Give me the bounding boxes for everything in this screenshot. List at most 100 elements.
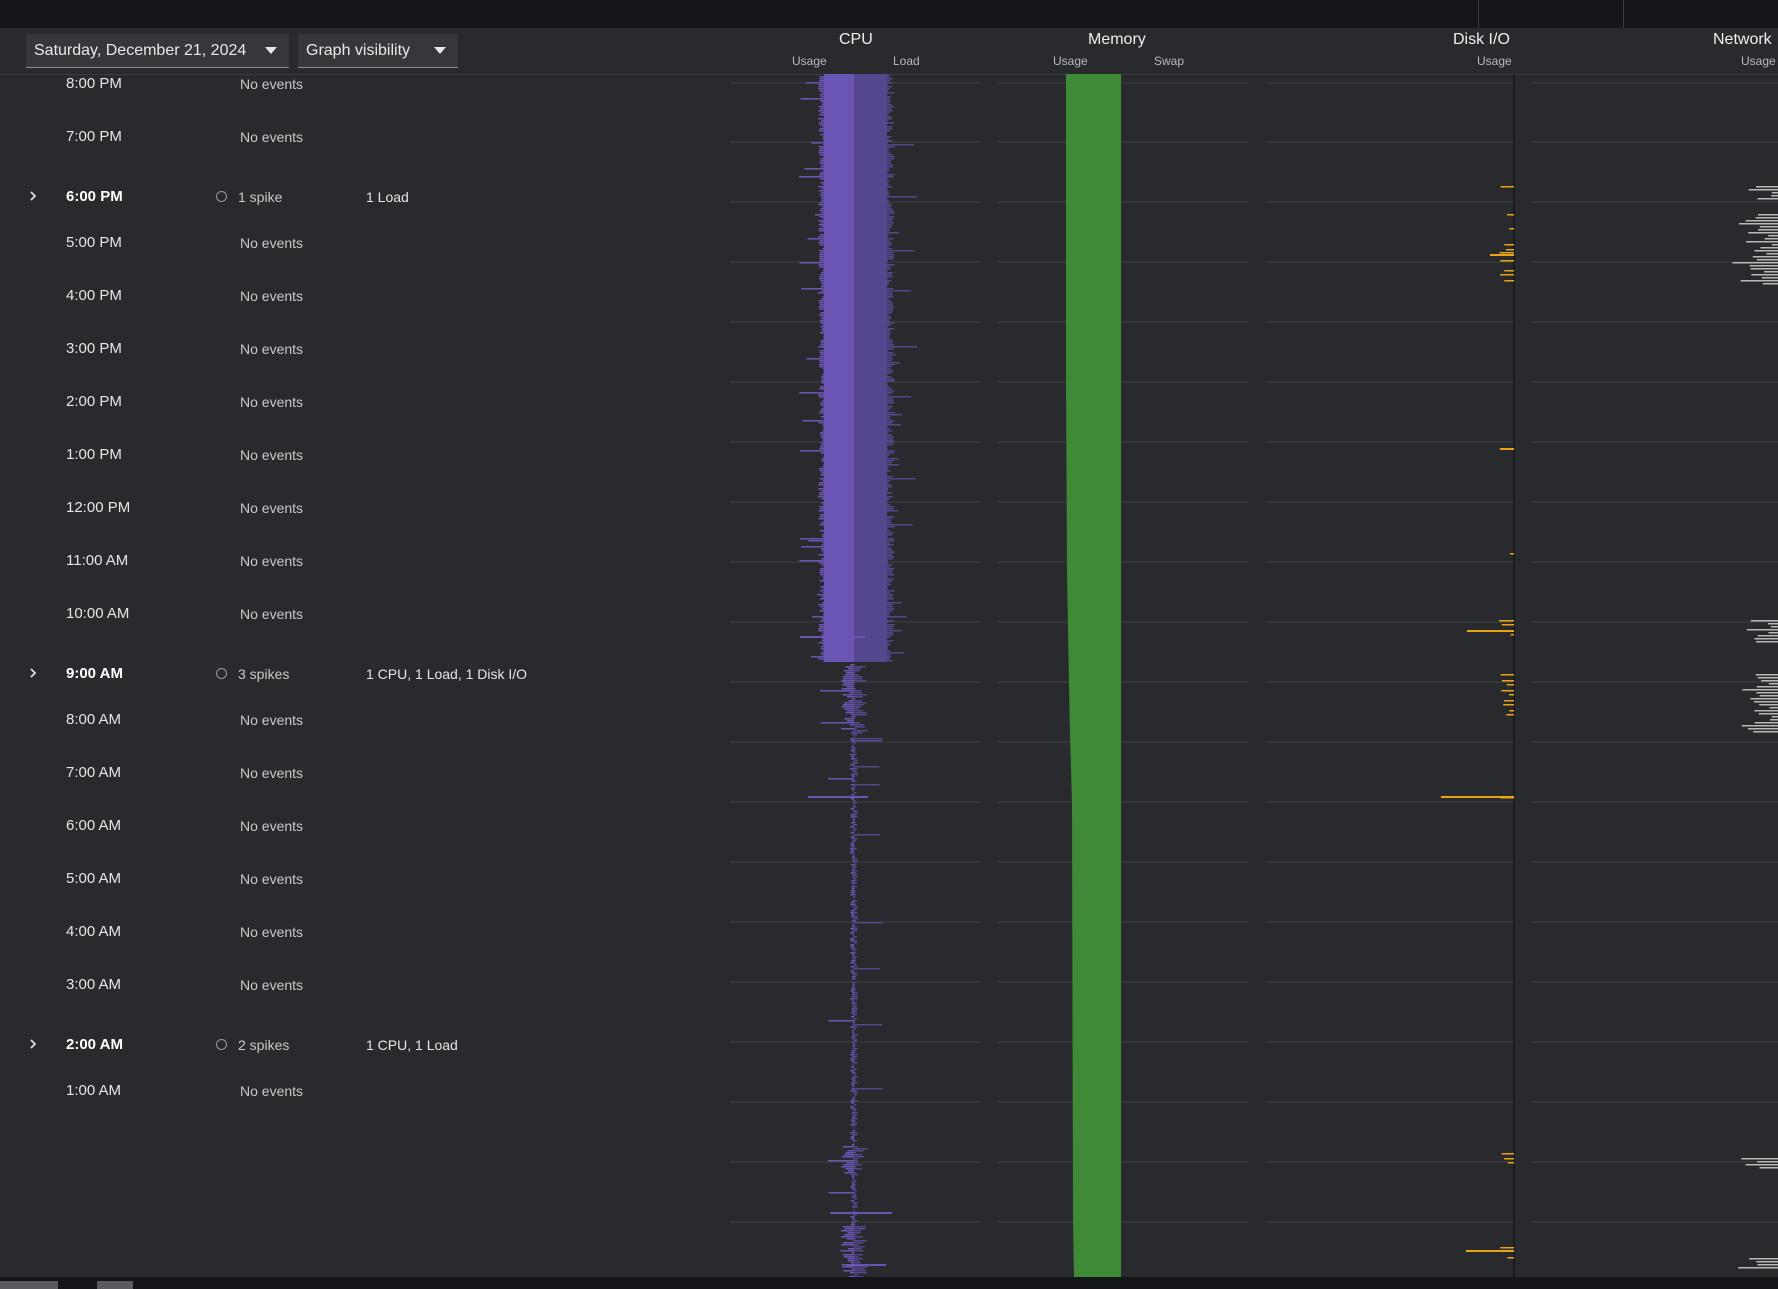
cpu-load-tick xyxy=(887,490,889,492)
network-tick xyxy=(1771,192,1778,194)
cpu-usage-tick xyxy=(848,1276,854,1277)
cpu-usage-tick xyxy=(850,1060,854,1062)
cpu-load-tick xyxy=(854,950,856,952)
network-tick xyxy=(1769,707,1778,709)
cpu-load-tick xyxy=(854,900,858,902)
cpu-usage-tick xyxy=(850,910,854,912)
cpu-load-tick xyxy=(887,636,891,638)
cpu-load-tick xyxy=(854,752,856,754)
cpu-load-tick xyxy=(887,378,895,380)
disk-io-tick xyxy=(1507,214,1514,216)
cpu-load-tick xyxy=(887,460,894,462)
cpu-usage-tick xyxy=(851,842,854,844)
cpu-usage-tick xyxy=(850,864,854,866)
cpu-load-tick xyxy=(854,844,855,846)
cpu-usage-tick xyxy=(851,1012,854,1014)
cpu-load-tick xyxy=(887,620,894,622)
chevron-right-icon[interactable] xyxy=(26,1037,40,1051)
cpu-load-tick xyxy=(887,450,895,452)
date-select[interactable]: Saturday, December 21, 2024 xyxy=(26,34,289,68)
cpu-usage-tick xyxy=(819,76,824,78)
network-tick xyxy=(1738,1267,1778,1269)
cpu-load-tick xyxy=(887,356,892,358)
row-time: 1:00 PM xyxy=(66,446,122,463)
scroll-thumb[interactable] xyxy=(97,1281,133,1289)
cpu-usage-tick xyxy=(818,422,824,424)
cpu-load-tick xyxy=(887,640,894,642)
cpu-usage-tick xyxy=(819,506,824,508)
cpu-usage-tick xyxy=(818,122,824,124)
cpu-usage-tick xyxy=(850,1216,854,1218)
cpu-load-tick xyxy=(854,824,858,826)
cpu-load-tick xyxy=(887,168,890,170)
cpu-usage-tick xyxy=(823,566,824,568)
cpu-usage-tick xyxy=(820,192,824,194)
cpu-usage-tick xyxy=(853,800,854,802)
cpu-load-tick xyxy=(887,98,890,100)
cpu-usage-tick xyxy=(853,1246,854,1248)
network-tick xyxy=(1759,695,1778,697)
cpu-usage-tick xyxy=(821,618,824,620)
cpu-usage-tick xyxy=(823,552,824,554)
scroll-thumb[interactable] xyxy=(0,1281,58,1289)
cpu-load-tick xyxy=(887,100,892,102)
cpu-load-tick xyxy=(854,1156,865,1158)
cpu-usage-tick xyxy=(818,630,824,632)
cpu-load-tick xyxy=(887,406,893,408)
cpu-usage-tick xyxy=(821,290,824,292)
cpu-load-tick xyxy=(887,372,892,374)
cpu-usage-tick xyxy=(852,776,854,778)
cpu-load-tick xyxy=(854,1184,856,1186)
cpu-load-tick xyxy=(887,268,891,270)
cpu-usage-tick xyxy=(851,1008,854,1010)
top-bar-slot[interactable] xyxy=(1478,0,1624,28)
chevron-right-icon[interactable] xyxy=(26,189,40,203)
cpu-usage-tick xyxy=(852,858,854,860)
cpu-load-tick xyxy=(854,766,880,768)
cpu-usage-tick xyxy=(820,322,824,324)
network-tick xyxy=(1768,632,1778,634)
cpu-load-tick xyxy=(887,398,893,400)
cpu-usage-tick xyxy=(852,1000,854,1002)
chevron-right-icon[interactable] xyxy=(26,666,40,680)
cpu-load-tick xyxy=(854,888,855,890)
row-time: 8:00 PM xyxy=(66,75,122,92)
horizontal-scrollbar[interactable] xyxy=(0,1277,1778,1289)
cpu-usage-tick xyxy=(843,1164,854,1166)
cpu-load-tick xyxy=(887,148,889,150)
cpu-usage-tick xyxy=(851,794,854,796)
cpu-load-tick xyxy=(854,1004,857,1006)
cpu-load-tick xyxy=(854,716,856,718)
cpu-load-tick xyxy=(887,140,893,142)
cpu-load-tick xyxy=(854,926,857,928)
cpu-load-tick xyxy=(887,276,893,278)
cpu-load-tick xyxy=(854,714,868,716)
cpu-usage-tick xyxy=(853,1194,854,1196)
cpu-load-tick xyxy=(887,360,892,362)
cpu-load-tick xyxy=(854,846,856,848)
cpu-usage-tick xyxy=(823,464,824,466)
cpu-load-tick xyxy=(887,252,894,254)
cpu-load-tick xyxy=(887,306,894,308)
cpu-load-tick xyxy=(854,1224,856,1226)
cpu-usage-tick xyxy=(850,1200,854,1202)
cpu-load-tick xyxy=(854,988,856,990)
cpu-load-tick xyxy=(887,614,890,616)
cpu-usage-tick xyxy=(851,714,854,716)
cpu-usage-tick xyxy=(822,248,824,250)
cpu-load-tick xyxy=(887,266,891,268)
cpu-usage-tick xyxy=(819,366,824,368)
cpu-load-tick xyxy=(854,676,863,678)
cpu-usage-tick xyxy=(852,1134,854,1136)
cpu-load-tick xyxy=(854,1076,858,1078)
cpu-load-tick xyxy=(887,248,892,250)
cpu-load-tick xyxy=(854,860,858,862)
cpu-load-tick xyxy=(854,1144,855,1146)
cpu-usage-tick xyxy=(820,208,824,210)
cpu-load-tick xyxy=(887,226,892,228)
cpu-load-tick xyxy=(854,890,856,892)
graph-visibility-select[interactable]: Graph visibility xyxy=(298,34,458,68)
cpu-usage-tick xyxy=(853,936,854,938)
cpu-usage-tick xyxy=(841,1166,854,1168)
top-bar-slot[interactable] xyxy=(1623,0,1778,28)
